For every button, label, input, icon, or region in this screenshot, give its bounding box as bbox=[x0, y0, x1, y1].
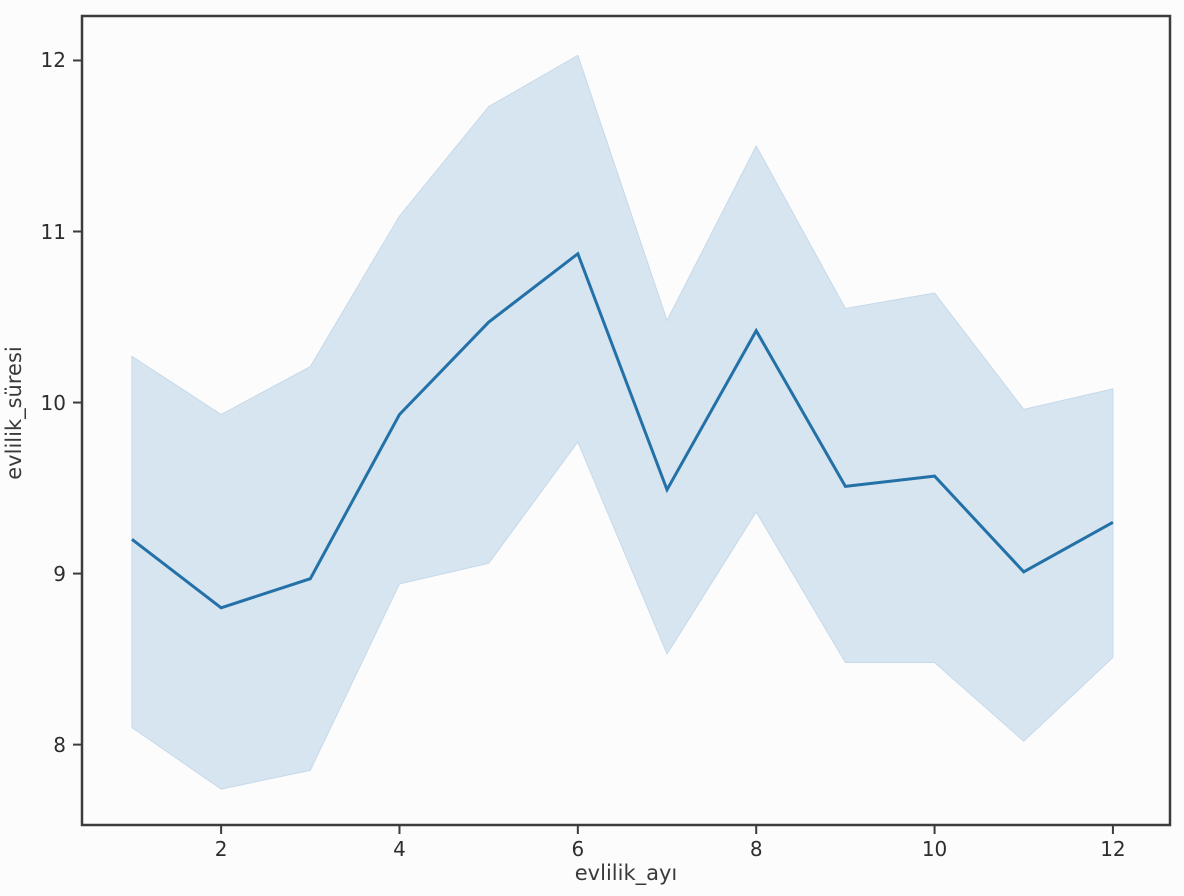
x-tick-label: 8 bbox=[749, 837, 763, 861]
y-tick-label: 9 bbox=[53, 561, 66, 586]
confidence-band bbox=[131, 54, 1114, 790]
x-tick-label: 6 bbox=[571, 837, 585, 861]
x-tick-label: 2 bbox=[214, 837, 228, 861]
y-tick-label: 8 bbox=[53, 732, 66, 757]
x-tick-label: 4 bbox=[393, 837, 406, 861]
y-axis-label: evlilik_süresi bbox=[2, 346, 26, 480]
y-tick-label: 11 bbox=[40, 219, 66, 244]
plot-border bbox=[80, 14, 1172, 827]
x-tick-label: 10 bbox=[921, 837, 948, 861]
y-tick-label: 10 bbox=[40, 390, 66, 415]
x-axis-label: evlilik_ayı bbox=[574, 861, 678, 885]
x-tick-label: 12 bbox=[1100, 837, 1126, 861]
mean-line bbox=[131, 251, 1114, 610]
y-tick-label: 12 bbox=[40, 48, 66, 73]
